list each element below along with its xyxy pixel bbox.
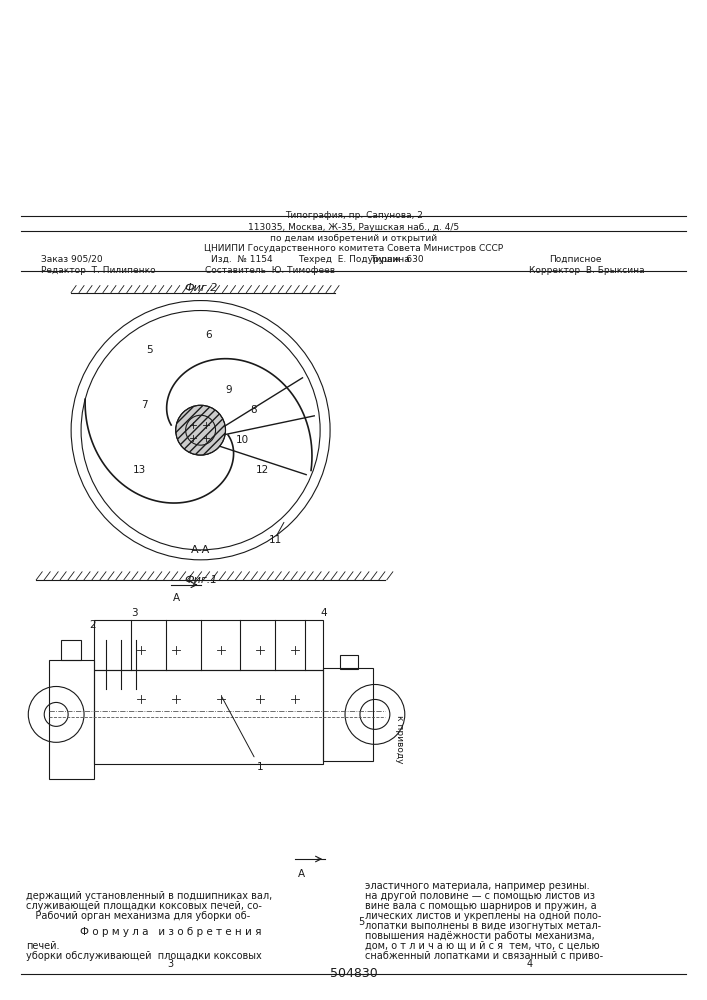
Text: Техред  Е. Подурушина: Техред Е. Подурушина xyxy=(298,255,410,264)
Text: 13: 13 xyxy=(133,465,146,475)
Bar xyxy=(49,660,94,779)
Text: 8: 8 xyxy=(250,405,257,415)
Text: Ф о р м у л а   и з о б р е т е н и я: Ф о р м у л а и з о б р е т е н и я xyxy=(80,927,262,937)
Bar xyxy=(94,670,323,764)
Text: А-А: А-А xyxy=(191,545,210,555)
Text: Фиг.1: Фиг.1 xyxy=(184,575,217,585)
Text: 2: 2 xyxy=(89,620,95,630)
Text: повышения надёжности работы механизма,: повышения надёжности работы механизма, xyxy=(365,931,595,941)
Text: дом, о т л и ч а ю щ и й с я  тем, что, с целью: дом, о т л и ч а ю щ и й с я тем, что, с… xyxy=(365,941,600,951)
Text: лопатки выполнены в виде изогнутых метал-: лопатки выполнены в виде изогнутых метал… xyxy=(365,921,601,931)
Text: Редактор  Т. Пилипенко: Редактор Т. Пилипенко xyxy=(41,266,156,275)
Text: 7: 7 xyxy=(141,400,148,410)
Text: 11: 11 xyxy=(269,535,281,545)
Text: А: А xyxy=(298,869,305,879)
Text: А: А xyxy=(173,593,180,603)
Text: на другой половине — с помощью листов из: на другой половине — с помощью листов из xyxy=(365,891,595,901)
Text: печей.: печей. xyxy=(26,941,60,951)
Text: вине вала с помощью шарниров и пружин, а: вине вала с помощью шарниров и пружин, а xyxy=(365,901,597,911)
Text: 5: 5 xyxy=(146,345,153,355)
Text: держащий установленный в подшипниках вал,: держащий установленный в подшипниках вал… xyxy=(26,891,272,901)
Text: по делам изобретений и открытий: по делам изобретений и открытий xyxy=(271,234,438,243)
Text: снабженный лопатками и связанный с приво-: снабженный лопатками и связанный с приво… xyxy=(365,951,603,961)
Text: к приводу: к приводу xyxy=(395,715,404,764)
Text: Изд.  № 1154: Изд. № 1154 xyxy=(211,255,272,264)
Text: 3: 3 xyxy=(168,959,174,969)
Text: 4: 4 xyxy=(320,608,327,618)
Text: уборки обслуживающей  площадки коксовых: уборки обслуживающей площадки коксовых xyxy=(26,951,262,961)
Circle shape xyxy=(176,405,226,455)
Text: Типография, пр. Сапунова, 2: Типография, пр. Сапунова, 2 xyxy=(285,211,423,220)
Text: Корректор  В. Брыксина: Корректор В. Брыксина xyxy=(530,266,645,275)
Bar xyxy=(61,640,81,660)
Text: 6: 6 xyxy=(206,330,212,340)
Bar xyxy=(340,655,358,669)
Text: служивающей площадки коксовых печей, со-: служивающей площадки коксовых печей, со- xyxy=(26,901,262,911)
Text: Составитель  Ю. Тимофеев: Составитель Ю. Тимофеев xyxy=(205,266,335,275)
Text: Заказ 905/20: Заказ 905/20 xyxy=(41,255,103,264)
Text: Тираж  630: Тираж 630 xyxy=(370,255,423,264)
Bar xyxy=(94,620,323,670)
Text: ЦНИИПИ Государственного комитета Совета Министров СССР: ЦНИИПИ Государственного комитета Совета … xyxy=(204,244,503,253)
Text: 1: 1 xyxy=(257,762,263,772)
Text: 12: 12 xyxy=(255,465,269,475)
Text: 113035, Москва, Ж-35, Раушская наб., д. 4/5: 113035, Москва, Ж-35, Раушская наб., д. … xyxy=(248,223,460,232)
Bar xyxy=(323,668,373,761)
Text: лических листов и укреплены на одной поло-: лических листов и укреплены на одной пол… xyxy=(365,911,602,921)
Text: 504830: 504830 xyxy=(330,967,378,980)
Text: Рабочий орган механизма для уборки об-: Рабочий орган механизма для уборки об- xyxy=(26,911,250,921)
Text: 9: 9 xyxy=(226,385,232,395)
Text: 4: 4 xyxy=(526,959,532,969)
Text: эластичного материала, например резины.: эластичного материала, например резины. xyxy=(365,881,590,891)
Text: 5: 5 xyxy=(358,917,364,927)
Text: 10: 10 xyxy=(235,435,249,445)
Text: Фиг.2: Фиг.2 xyxy=(184,283,217,293)
Text: 3: 3 xyxy=(131,608,137,618)
Text: Подписное: Подписное xyxy=(549,255,602,264)
